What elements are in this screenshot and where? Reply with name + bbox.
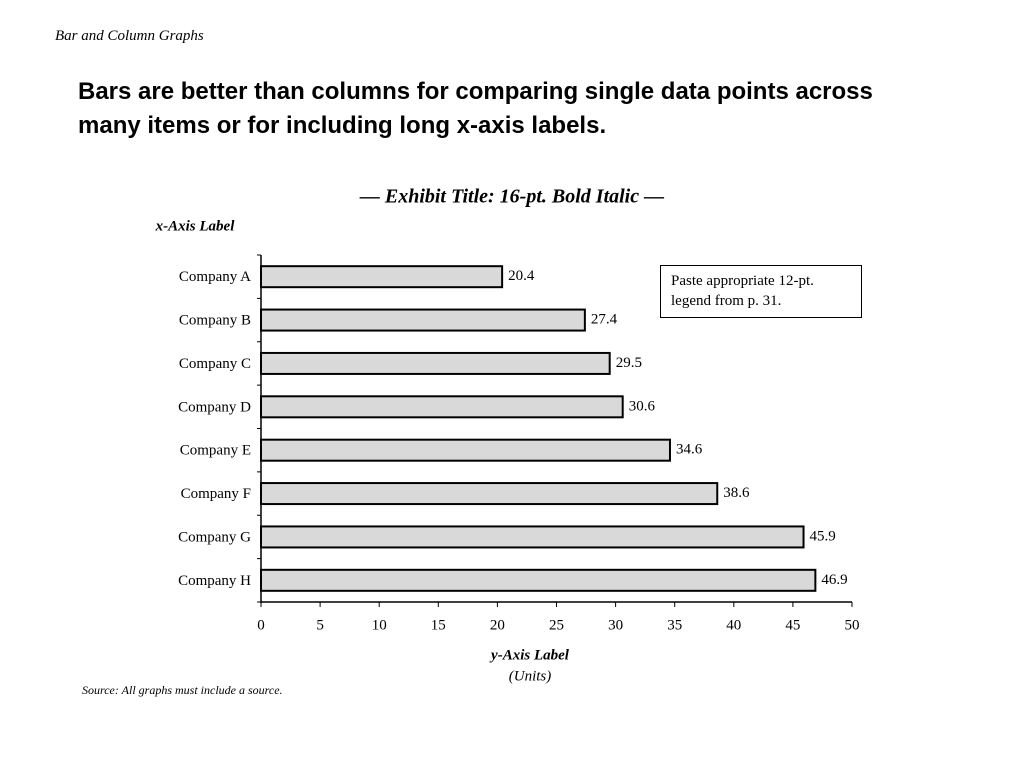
value-label: 34.6: [676, 442, 703, 458]
x-tick-label: 10: [372, 617, 387, 633]
value-label: 45.9: [810, 528, 836, 544]
y-tick-label: Company C: [179, 356, 251, 372]
bar: [260, 395, 624, 419]
value-axis-units: (Units): [509, 668, 552, 684]
value-axis-label: y-Axis Label: [489, 647, 570, 663]
y-tick-label: Company F: [181, 486, 251, 502]
bar: [260, 525, 805, 549]
bar: [260, 308, 586, 332]
bar: [260, 351, 611, 375]
x-tick-label: 0: [257, 617, 265, 633]
x-tick-label: 45: [785, 617, 800, 633]
x-tick-label: 15: [431, 617, 446, 633]
y-tick-label: Company B: [179, 313, 251, 329]
headline: Bars are better than columns for compari…: [78, 78, 873, 139]
value-label: 38.6: [723, 485, 750, 501]
x-tick-label: 35: [667, 617, 682, 633]
y-tick-label: Company A: [179, 269, 251, 285]
bar: [260, 265, 504, 289]
header: Bar and Column Graphs: [55, 28, 204, 44]
value-label: 30.6: [629, 398, 656, 414]
x-tick-label: 40: [726, 617, 741, 633]
value-label: 27.4: [591, 312, 618, 328]
y-tick-label: Company H: [178, 573, 251, 589]
bar: [260, 568, 817, 592]
chart-title: — Exhibit Title: 16-pt. Bold Italic —: [359, 186, 664, 208]
value-label: 46.9: [821, 572, 847, 588]
x-tick-label: 30: [608, 617, 623, 633]
y-tick-label: Company D: [178, 399, 251, 415]
y-tick-label: Company G: [178, 529, 251, 545]
category-axis-label: x-Axis Label: [155, 218, 236, 234]
y-tick-label: Company E: [180, 443, 251, 459]
value-label: 20.4: [508, 268, 535, 284]
source: Source: All graphs must include a source…: [82, 683, 283, 697]
x-tick-label: 5: [316, 617, 324, 633]
x-tick-label: 25: [549, 617, 564, 633]
bar: [260, 482, 719, 506]
x-tick-label: 50: [845, 617, 860, 633]
value-label: 29.5: [616, 355, 642, 371]
x-tick-label: 20: [490, 617, 505, 633]
bar: [260, 438, 671, 462]
legend-note: Paste appropriate 12-pt. legend from p. …: [660, 265, 862, 318]
